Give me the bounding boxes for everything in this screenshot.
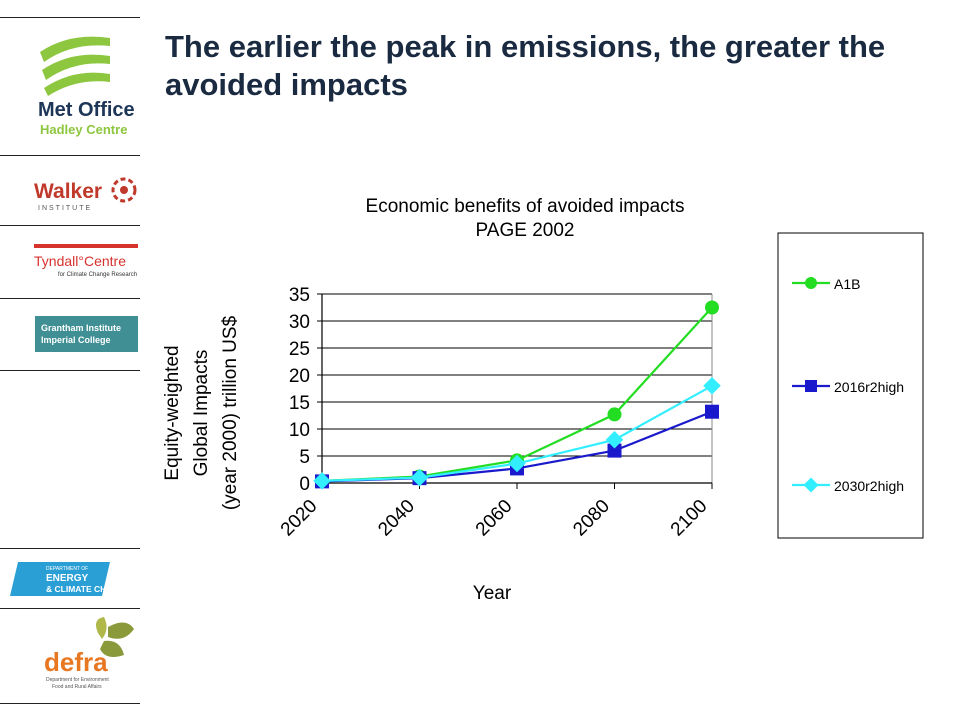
x-tick-label: 2060 bbox=[472, 496, 517, 541]
y-tick-label: 10 bbox=[289, 420, 310, 441]
y-tick-label: 30 bbox=[289, 312, 310, 333]
grantham-institute-logo: Grantham Institute Imperial College bbox=[0, 314, 140, 356]
sidebar-divider bbox=[0, 370, 140, 371]
decc-energy-text: ENERGY bbox=[46, 573, 89, 584]
y-tick-label: 35 bbox=[289, 285, 310, 306]
data-point-2016r2high bbox=[607, 443, 622, 458]
defra-food-text: Food and Rural Affairs bbox=[52, 684, 102, 690]
imperial-text: Imperial College bbox=[41, 335, 111, 345]
y-axis-label-line-1: Equity-weighted bbox=[162, 345, 183, 480]
sidebar-divider bbox=[0, 17, 140, 18]
hadley-centre-text: Hadley Centre bbox=[40, 122, 127, 137]
tyndall-subtext: for Climate Change Research bbox=[58, 272, 137, 278]
legend-label-a1b: A1B bbox=[834, 276, 860, 292]
y-tick-label: 15 bbox=[289, 393, 310, 414]
legend-label-2016r2high: 2016r2high bbox=[834, 379, 904, 395]
x-tick-label: 2020 bbox=[277, 496, 322, 541]
defra-logo: defra Department for Environment Food an… bbox=[0, 615, 140, 701]
defra-text: defra bbox=[44, 647, 108, 677]
walker-swirl-icon bbox=[111, 177, 137, 203]
slide-title: The earlier the peak in emissions, the g… bbox=[165, 29, 886, 102]
y-axis-label-line-3: (year 2000) trillion US$ bbox=[220, 315, 241, 510]
sidebar-divider bbox=[0, 703, 140, 704]
met-office-text: Met Office bbox=[38, 99, 135, 121]
x-tick-label: 2080 bbox=[569, 496, 614, 541]
grantham-text: Grantham Institute bbox=[41, 323, 121, 333]
met-office-emblem: Met Office Hadley Centre bbox=[38, 36, 135, 137]
data-point-a1b bbox=[705, 300, 719, 315]
y-axis-label-line-2: Global Impacts bbox=[191, 350, 212, 477]
avoided-impacts-chart: Economic benefits of avoided impacts PAG… bbox=[162, 196, 924, 604]
tyndall-text: Tyndall°Centre bbox=[34, 253, 126, 269]
legend-marker-2030r2high bbox=[803, 477, 819, 493]
legend-label-2030r2high: 2030r2high bbox=[834, 478, 904, 494]
plot-background bbox=[322, 294, 712, 483]
data-point-2030r2high bbox=[313, 472, 331, 490]
sponsor-logo-sidebar: Met Office Hadley Centre Walker INSTITUT… bbox=[0, 0, 140, 720]
tyndall-bar bbox=[34, 244, 138, 248]
met-office-logo: Met Office Hadley Centre bbox=[0, 22, 140, 150]
tyndall-centre-logo: Tyndall°Centre for Climate Change Resear… bbox=[0, 236, 140, 286]
chart-legend: A1B 2016r2high 2030r2high bbox=[777, 232, 924, 539]
y-tick-label: 5 bbox=[299, 447, 310, 468]
data-point-2030r2high bbox=[605, 431, 624, 449]
x-tick-label: 2100 bbox=[667, 496, 712, 541]
data-point-2030r2high bbox=[703, 377, 721, 395]
chart-title-line-2: PAGE 2002 bbox=[476, 220, 575, 241]
y-axis-label: Equity-weighted Global Impacts (year 200… bbox=[162, 315, 241, 510]
x-axis-label: Year bbox=[473, 583, 512, 604]
data-point-2030r2high bbox=[508, 454, 526, 473]
defra-leaf-icon bbox=[96, 617, 134, 657]
sidebar-divider bbox=[0, 608, 140, 609]
decc-climate-text: & CLIMATE CHANGE bbox=[46, 584, 131, 594]
legend-marker-a1b bbox=[805, 277, 817, 289]
x-tick-label: 2040 bbox=[374, 496, 419, 541]
legend-marker-2016r2high bbox=[805, 380, 817, 392]
grantham-box bbox=[35, 316, 138, 352]
sidebar-divider bbox=[0, 298, 140, 299]
institute-text: INSTITUTE bbox=[38, 205, 92, 212]
data-point-2030r2high bbox=[410, 468, 429, 487]
walker-institute-logo: Walker INSTITUTE bbox=[0, 160, 140, 222]
decc-banner bbox=[10, 562, 110, 596]
sidebar-divider bbox=[0, 548, 140, 549]
sidebar-divider bbox=[0, 155, 140, 156]
decc-dept-text: DEPARTMENT OF bbox=[46, 566, 88, 572]
y-tick-label: 25 bbox=[289, 339, 310, 360]
data-point-2016r2high bbox=[705, 404, 719, 419]
chart-title-line-1: Economic benefits of avoided impacts bbox=[366, 196, 685, 217]
defra-dept-text: Department for Environment bbox=[46, 677, 109, 683]
data-point-a1b bbox=[607, 407, 622, 422]
walker-text: Walker bbox=[34, 180, 102, 203]
decc-logo: DEPARTMENT OF ENERGY & CLIMATE CHANGE bbox=[0, 558, 140, 602]
y-tick-label: 0 bbox=[299, 474, 310, 495]
plot-area: 0 5 10 15 20 25 30 35 2020 2040 2060 2080 2100 bbox=[277, 285, 721, 540]
y-tick-label: 20 bbox=[289, 366, 310, 387]
sidebar-divider bbox=[0, 225, 140, 226]
